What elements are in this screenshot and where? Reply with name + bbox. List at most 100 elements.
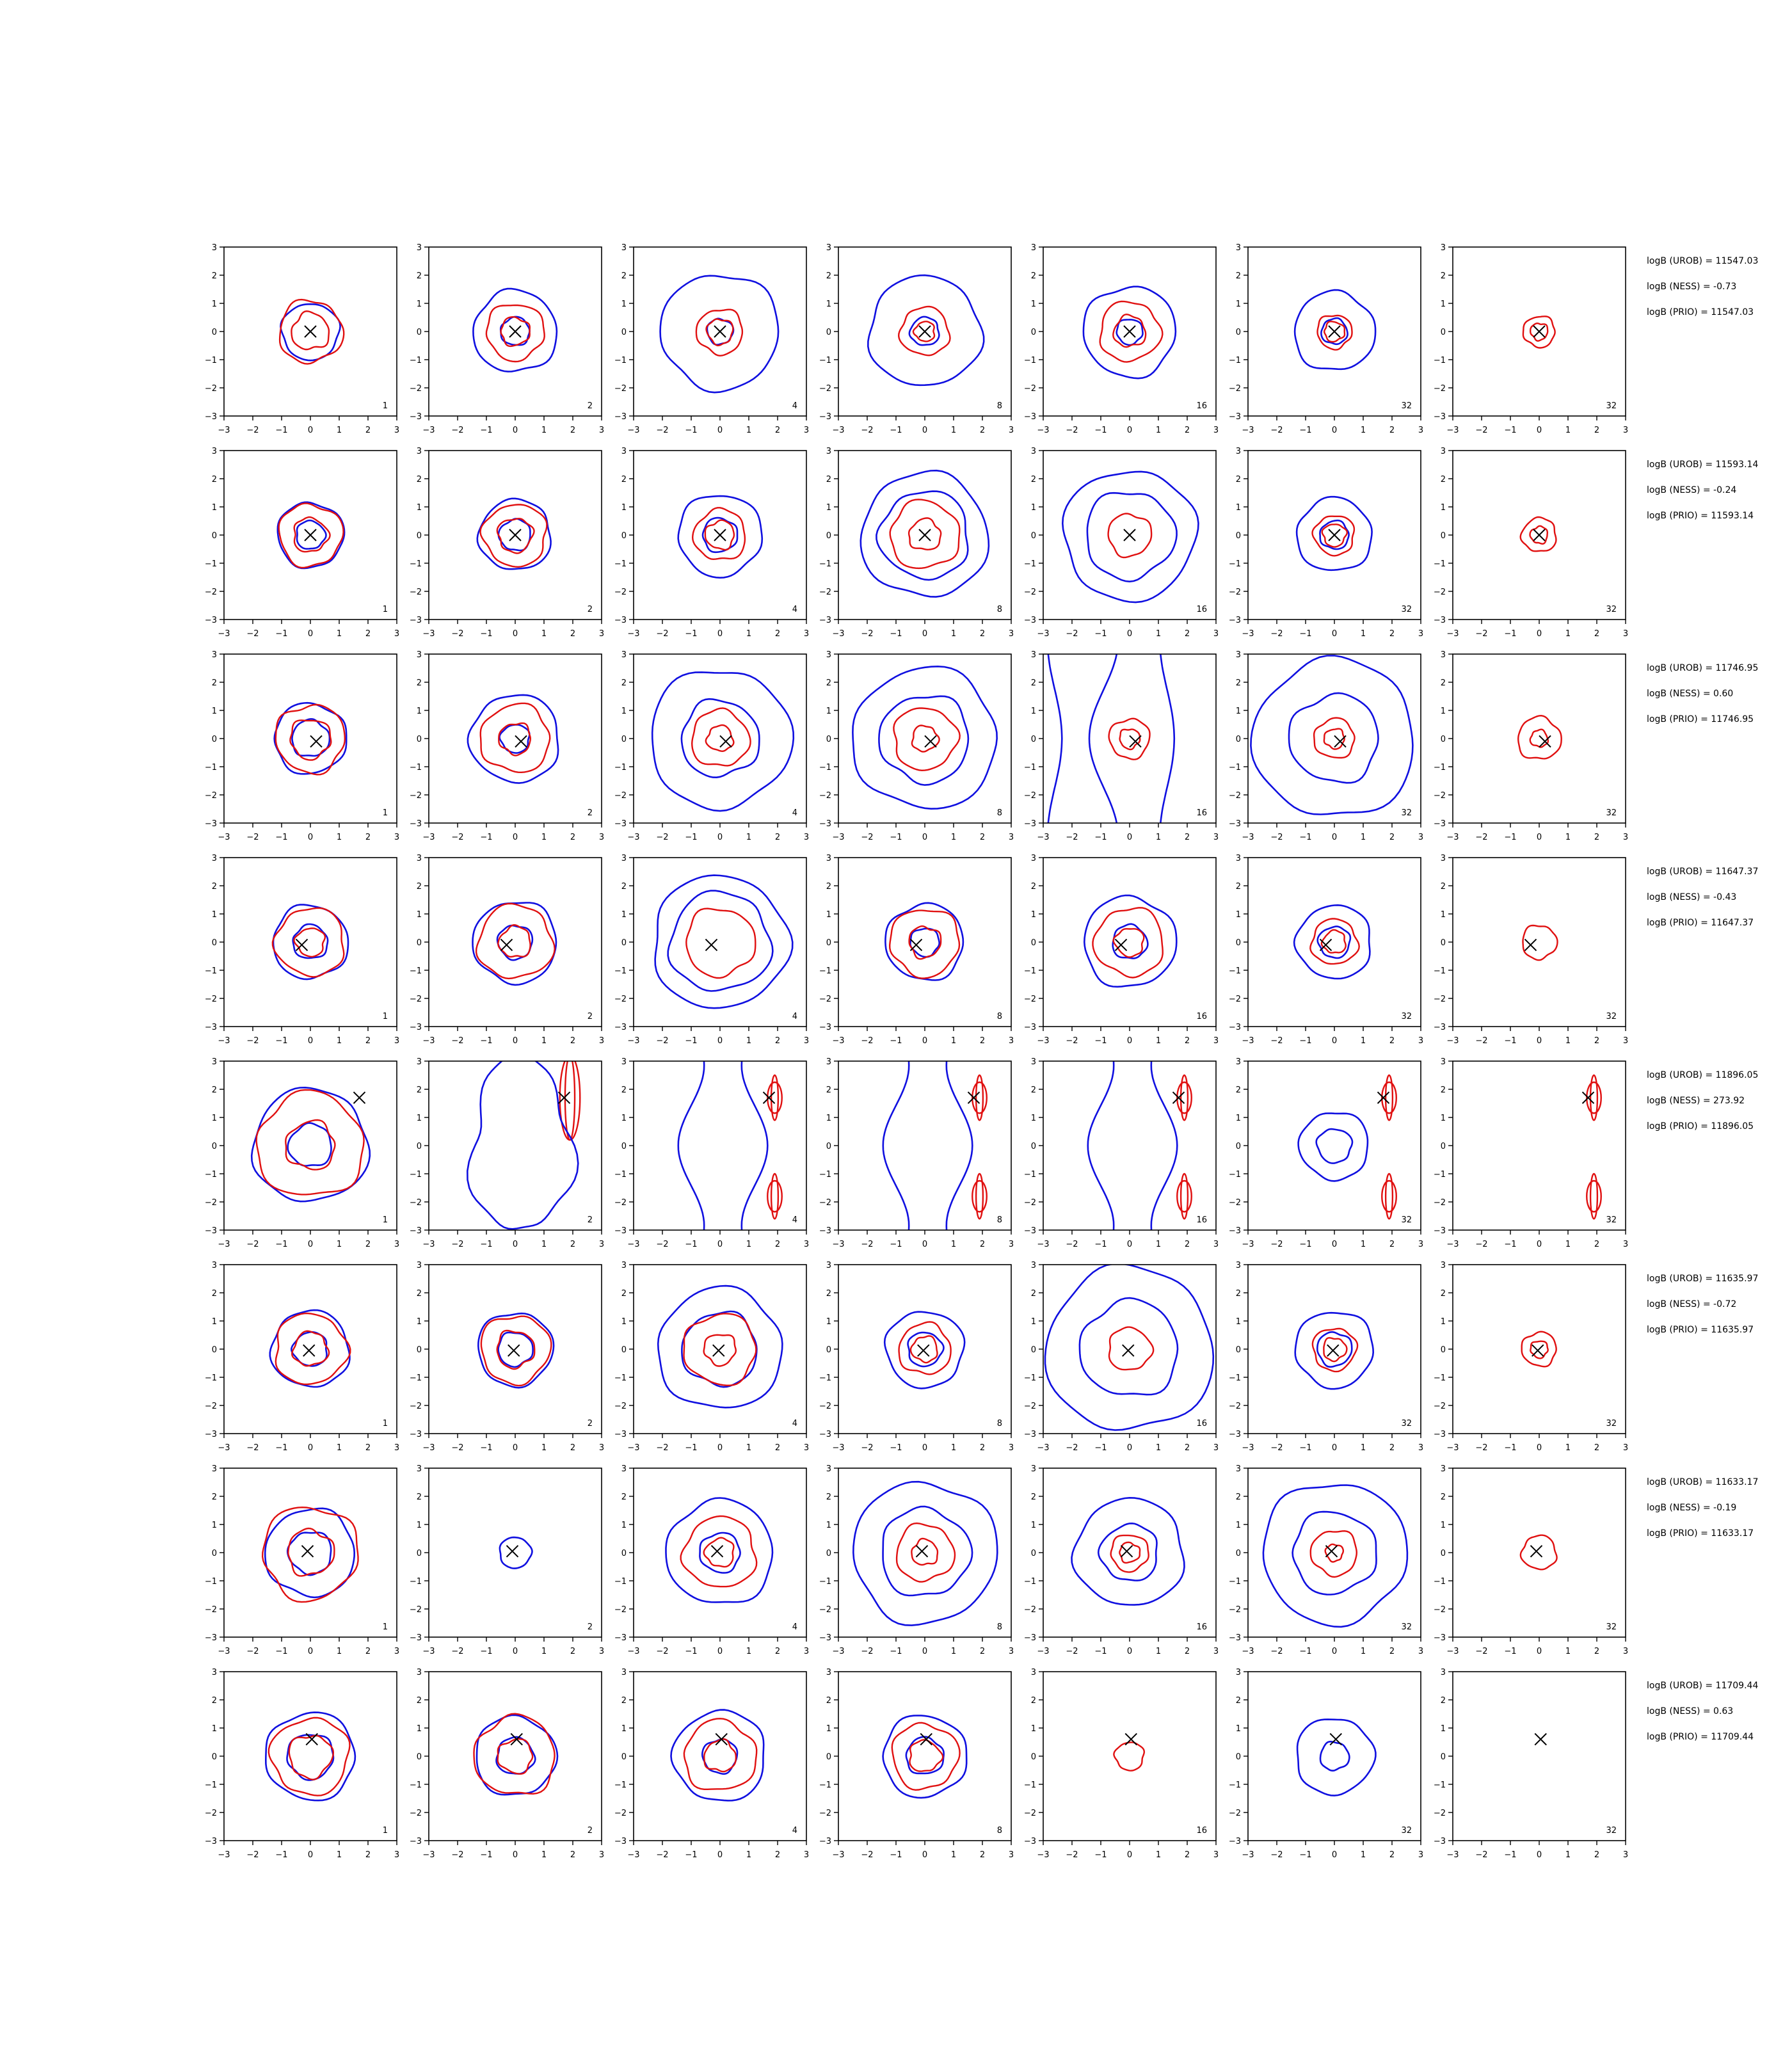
blue-contour bbox=[1294, 1311, 1375, 1390]
y-tick-label: −2 bbox=[205, 1809, 217, 1818]
blue-contour bbox=[1316, 1331, 1353, 1368]
y-tick-label: −1 bbox=[1229, 1577, 1241, 1587]
red-contour bbox=[1522, 316, 1556, 349]
plot-area bbox=[472, 287, 558, 372]
y-tick-label: 0 bbox=[212, 328, 217, 337]
panel-label: 16 bbox=[1196, 1012, 1207, 1021]
x-tick-label: 1 bbox=[337, 1443, 342, 1453]
x-tick-label: 0 bbox=[513, 1036, 518, 1046]
x-tick-label: 0 bbox=[1127, 629, 1132, 639]
x-tick-label: 1 bbox=[1565, 833, 1571, 842]
x-tick-label: 0 bbox=[308, 426, 313, 435]
x-tick-label: 3 bbox=[1418, 1647, 1423, 1656]
y-tick-label: −1 bbox=[819, 1780, 831, 1790]
blue-contour bbox=[1319, 519, 1350, 550]
y-tick-label: −3 bbox=[1024, 616, 1036, 625]
y-tick-label: −2 bbox=[205, 588, 217, 597]
y-tick-label: 1 bbox=[826, 1317, 831, 1327]
x-tick-label: −1 bbox=[275, 1240, 287, 1249]
y-tick-label: 2 bbox=[1031, 1696, 1036, 1706]
y-tick-label: −3 bbox=[1229, 1633, 1241, 1643]
y-tick-label: 2 bbox=[417, 475, 422, 484]
y-tick-label: 0 bbox=[1031, 938, 1036, 948]
blue-contour bbox=[276, 501, 346, 570]
x-tick-label: −1 bbox=[890, 1036, 902, 1046]
y-tick-label: −3 bbox=[819, 1633, 831, 1643]
y-tick-label: −1 bbox=[614, 559, 627, 569]
x-tick-label: 0 bbox=[1537, 426, 1542, 435]
mode-marker bbox=[1377, 1091, 1390, 1104]
red-contour bbox=[704, 519, 735, 551]
blue-contour bbox=[1083, 894, 1178, 988]
x-tick-label: −2 bbox=[861, 1647, 873, 1656]
y-tick-label: 3 bbox=[826, 854, 831, 863]
blue-contour bbox=[467, 694, 559, 784]
plot-area bbox=[1082, 285, 1177, 380]
y-tick-label: −1 bbox=[819, 1373, 831, 1383]
blue-contour bbox=[1061, 470, 1199, 604]
mode-marker bbox=[1539, 735, 1551, 748]
x-tick-label: −2 bbox=[656, 426, 668, 435]
red-contour bbox=[888, 909, 961, 979]
red-contour bbox=[1521, 1331, 1557, 1368]
x-tick-label: −1 bbox=[275, 1443, 287, 1453]
y-tick-label: 3 bbox=[621, 854, 627, 863]
x-tick-label: 1 bbox=[541, 629, 547, 639]
x-tick-label: −2 bbox=[246, 1240, 259, 1249]
mode-marker bbox=[917, 1344, 930, 1357]
mode-marker bbox=[509, 529, 522, 541]
panel-label: 16 bbox=[1196, 401, 1207, 411]
y-tick-label: 0 bbox=[826, 735, 831, 744]
x-tick-label: 3 bbox=[804, 1036, 809, 1046]
red-contour bbox=[1529, 728, 1549, 748]
red-contour bbox=[1381, 1180, 1397, 1213]
y-tick-label: 2 bbox=[1441, 1492, 1446, 1502]
x-tick-label: 2 bbox=[980, 426, 985, 435]
blue-contour bbox=[884, 902, 964, 981]
y-tick-label: −2 bbox=[1229, 384, 1241, 394]
x-tick-label: −2 bbox=[1270, 1647, 1283, 1656]
x-tick-label: −2 bbox=[451, 1850, 463, 1860]
mode-marker bbox=[705, 938, 718, 952]
panel-label: 8 bbox=[997, 808, 1002, 818]
logb-annotation: logB (NESS) = 0.63 bbox=[1647, 1706, 1733, 1716]
x-tick-label: 3 bbox=[1009, 1443, 1014, 1453]
x-tick-label: 1 bbox=[1565, 1647, 1571, 1656]
blue-contour bbox=[1288, 692, 1379, 784]
x-tick-label: 3 bbox=[1009, 1036, 1014, 1046]
blue-contour bbox=[476, 497, 552, 570]
x-tick-label: 2 bbox=[570, 629, 575, 639]
y-tick-label: 1 bbox=[826, 1521, 831, 1530]
panel-label: 8 bbox=[997, 401, 1002, 411]
y-tick-label: 0 bbox=[1236, 328, 1241, 337]
panel-r3-c3: −3 −2 −1 0 1 2 3 3 2 1 0 −1 −2 −3 4 bbox=[614, 650, 809, 842]
x-tick-label: 1 bbox=[1361, 1850, 1366, 1860]
x-tick-label: −3 bbox=[1446, 1240, 1459, 1249]
y-tick-label: 3 bbox=[621, 447, 627, 456]
x-tick-label: −2 bbox=[861, 1240, 873, 1249]
x-tick-label: 3 bbox=[1623, 1647, 1628, 1656]
x-tick-label: 0 bbox=[922, 426, 927, 435]
y-tick-label: 2 bbox=[212, 1492, 217, 1502]
y-tick-label: −3 bbox=[205, 1226, 217, 1236]
red-contour bbox=[285, 1119, 336, 1171]
x-tick-label: 1 bbox=[541, 1850, 547, 1860]
y-tick-label: 2 bbox=[1441, 1289, 1446, 1299]
y-tick-label: 2 bbox=[1031, 1492, 1036, 1502]
x-tick-label: −1 bbox=[1299, 629, 1311, 639]
panel-label: 16 bbox=[1196, 605, 1207, 614]
x-tick-label: 2 bbox=[775, 426, 780, 435]
x-tick-label: −3 bbox=[422, 1240, 435, 1249]
x-tick-label: 3 bbox=[394, 1850, 399, 1860]
red-contour bbox=[1586, 1081, 1602, 1114]
y-tick-label: 0 bbox=[1441, 328, 1446, 337]
mode-marker bbox=[1334, 735, 1347, 748]
x-tick-label: 0 bbox=[1332, 1850, 1337, 1860]
x-tick-label: −1 bbox=[890, 833, 902, 842]
panel-r5-c2: −3 −2 −1 0 1 2 3 3 2 1 0 −1 −2 −3 2 bbox=[410, 1057, 604, 1249]
y-tick-label: −3 bbox=[205, 412, 217, 422]
y-tick-label: 0 bbox=[1236, 1345, 1241, 1355]
